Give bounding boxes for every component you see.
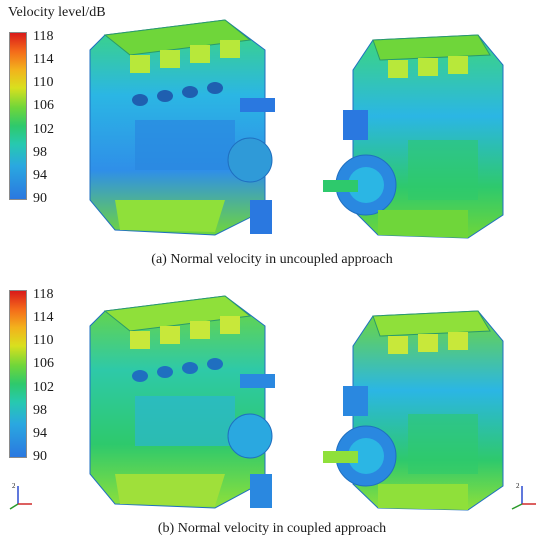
legend-tick: 90 xyxy=(33,449,47,464)
legend-tick: 114 xyxy=(33,310,54,325)
engine-coupled-rear-view xyxy=(323,310,504,511)
axis-label-z: 2 xyxy=(516,482,520,490)
legend-tick: 94 xyxy=(33,426,47,441)
legend-tick: 102 xyxy=(33,122,54,137)
legend-tick: 110 xyxy=(33,333,54,348)
legend-tick: 118 xyxy=(33,287,54,302)
legend-tick: 106 xyxy=(33,98,54,113)
legend-tick: 102 xyxy=(33,380,54,395)
engine-uncoupled-rear-view xyxy=(323,34,504,239)
legend-title: Velocity level/dB xyxy=(8,5,106,20)
color-scale-bar xyxy=(9,290,27,458)
legend-tick: 94 xyxy=(33,168,47,183)
caption-uncoupled: (a) Normal velocity in uncoupled approac… xyxy=(151,252,393,267)
axis-triad-icon: 2 xyxy=(9,482,32,510)
legend-tick: 110 xyxy=(33,75,54,90)
axis-triad-icon: 2 xyxy=(511,482,536,510)
legend-tick: 98 xyxy=(33,145,47,160)
engine-uncoupled-front-view xyxy=(89,19,275,236)
legend-tick: 98 xyxy=(33,403,47,418)
caption-coupled: (b) Normal velocity in coupled approach xyxy=(157,521,387,536)
legend-tick: 114 xyxy=(33,52,54,67)
legend-tick: 118 xyxy=(33,29,54,44)
color-scale-bar xyxy=(9,32,27,200)
legend-tick: 106 xyxy=(33,356,54,371)
legend-tick: 90 xyxy=(33,191,47,206)
axis-label-z: 2 xyxy=(12,482,16,490)
engine-coupled-front-view xyxy=(89,295,275,509)
